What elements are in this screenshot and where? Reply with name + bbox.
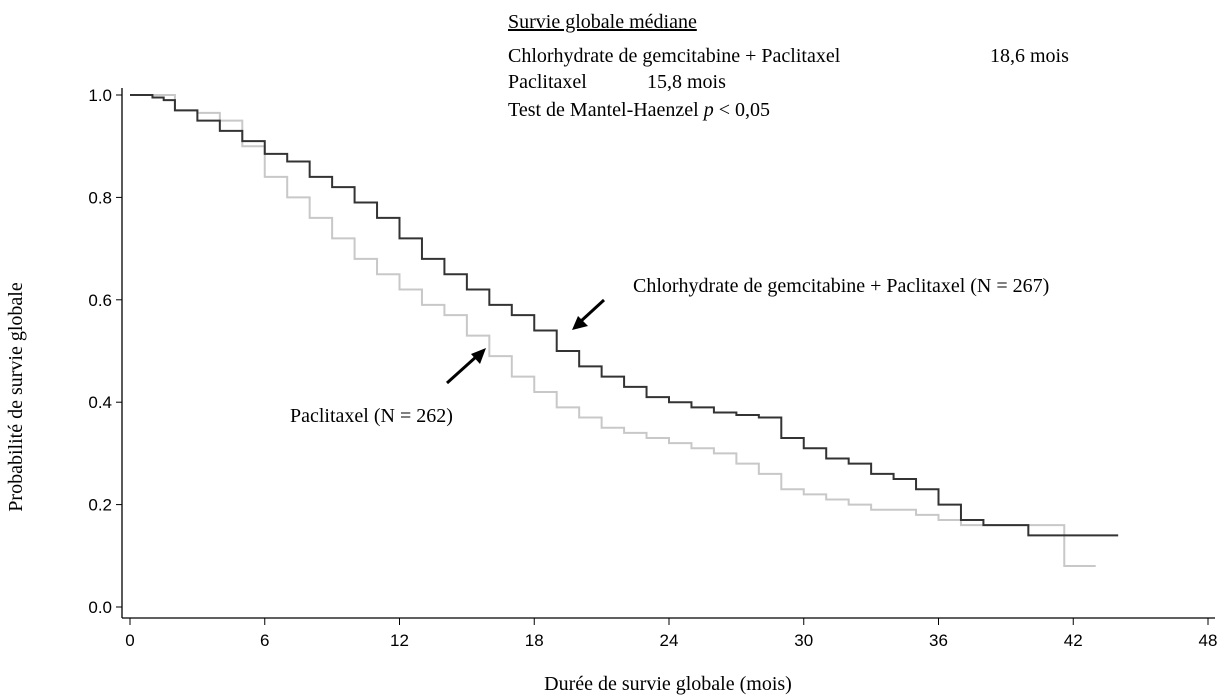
arrows	[445, 298, 606, 385]
x-tick-label: 18	[525, 631, 544, 650]
x-tick-label: 30	[794, 631, 813, 650]
median-value: 15,8 mois	[647, 71, 726, 93]
y-tick-label: 0.4	[88, 393, 112, 412]
arrow-head	[471, 348, 486, 364]
arrow	[578, 298, 606, 324]
x-tick-label: 0	[125, 631, 134, 650]
x-axis-title: Durée de survie globale (mois)	[544, 673, 792, 695]
x-tick-label: 48	[1199, 631, 1218, 650]
survival-curve	[130, 94, 1096, 568]
median-title: Survie globale médiane	[508, 11, 697, 33]
y-axis-title: Probabilité de survie globale	[5, 282, 27, 512]
arrow-head	[572, 316, 588, 330]
x-tick-label: 42	[1064, 631, 1083, 650]
test-text: Test de Mantel-Haenzel p < 0,05	[508, 99, 770, 121]
median-label: Chlorhydrate de gemcitabine + Paclitaxel	[508, 45, 841, 67]
median-value: 18,6 mois	[990, 45, 1069, 67]
y-tick-label: 0.0	[88, 598, 112, 617]
x-tick-label: 24	[660, 631, 679, 650]
test-name: Test de Mantel-Haenzel	[508, 99, 699, 121]
x-tick-label: 6	[260, 631, 269, 650]
median-label: Paclitaxel	[508, 71, 587, 93]
y-tick-label: 0.2	[88, 496, 112, 515]
test-stat: p	[702, 99, 714, 121]
x-tick-label: 12	[390, 631, 409, 650]
y-tick-label: 0.6	[88, 291, 112, 310]
y-tick-label: 0.8	[88, 188, 112, 207]
y-tick-label: 1.0	[88, 86, 112, 105]
test-result: < 0,05	[719, 99, 770, 121]
series-label: Paclitaxel (N = 262)	[290, 405, 453, 427]
arrow	[445, 354, 479, 385]
x-tick-label: 36	[929, 631, 948, 650]
survival-curve	[130, 94, 1119, 537]
series-label: Chlorhydrate de gemcitabine + Paclitaxel…	[633, 275, 1049, 297]
